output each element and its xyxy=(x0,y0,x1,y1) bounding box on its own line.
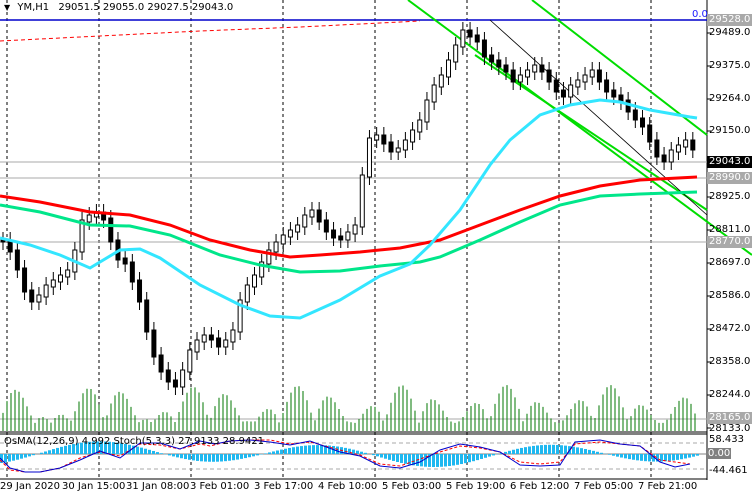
time-tick: 3 Feb 17:00 xyxy=(254,481,313,492)
level-label-28990: 28990.0 xyxy=(707,172,752,184)
price-tick: 28586.0 xyxy=(709,290,750,302)
time-tick: 5 Feb 03:00 xyxy=(382,481,441,492)
sub-axis-top: 58.433 xyxy=(709,434,744,445)
price-tick: 28472.0 xyxy=(709,323,750,335)
price-tick: 28697.0 xyxy=(709,257,750,269)
ohlc-values: 29051.5 29055.0 29027.5 29043.0 xyxy=(58,2,233,13)
price-tick: 29150.0 xyxy=(709,125,750,137)
price-tick: 28811.0 xyxy=(709,224,750,236)
price-tick: 28358.0 xyxy=(709,356,750,368)
price-tick: 29264.0 xyxy=(709,93,750,105)
time-tick: 3 Feb 01:00 xyxy=(190,481,249,492)
time-tick: 31 Jan 08:00 xyxy=(126,481,189,492)
sub-axis-zero: 0.00 xyxy=(707,448,731,459)
symbol-timeframe: YM,H1 xyxy=(17,2,49,13)
fibo-level-label: 0.0 xyxy=(692,9,708,20)
price-tick: 28925.0 xyxy=(709,191,750,203)
current-price-label: 29043.0 xyxy=(707,156,752,168)
time-tick: 4 Feb 10:00 xyxy=(318,481,377,492)
triangle-down-icon[interactable]: ▼ xyxy=(4,3,10,12)
price-tick: 29489.0 xyxy=(709,27,750,39)
time-tick: 7 Feb 05:00 xyxy=(574,481,633,492)
price-tick: 28244.0 xyxy=(709,389,750,401)
time-tick: 29 Jan 2020 xyxy=(0,481,60,492)
chart-title: ▼ YM,H1 29051.5 29055.0 29027.5 29043.0 xyxy=(4,2,233,13)
sub-axis-bottom: -44.461 xyxy=(709,465,748,476)
time-tick: 30 Jan 15:00 xyxy=(62,481,125,492)
time-tick: 6 Feb 12:00 xyxy=(510,481,569,492)
price-tick: 29375.0 xyxy=(709,60,750,72)
time-tick: 5 Feb 19:00 xyxy=(446,481,505,492)
level-label-28770: 28770.0 xyxy=(707,236,752,248)
time-tick: 7 Feb 21:00 xyxy=(638,481,697,492)
indicator-title: OsMA(12,26,9) 4.992 Stoch(5,3,3) 27.9133… xyxy=(4,436,264,447)
level-label-29528: 29528.0 xyxy=(707,14,752,26)
